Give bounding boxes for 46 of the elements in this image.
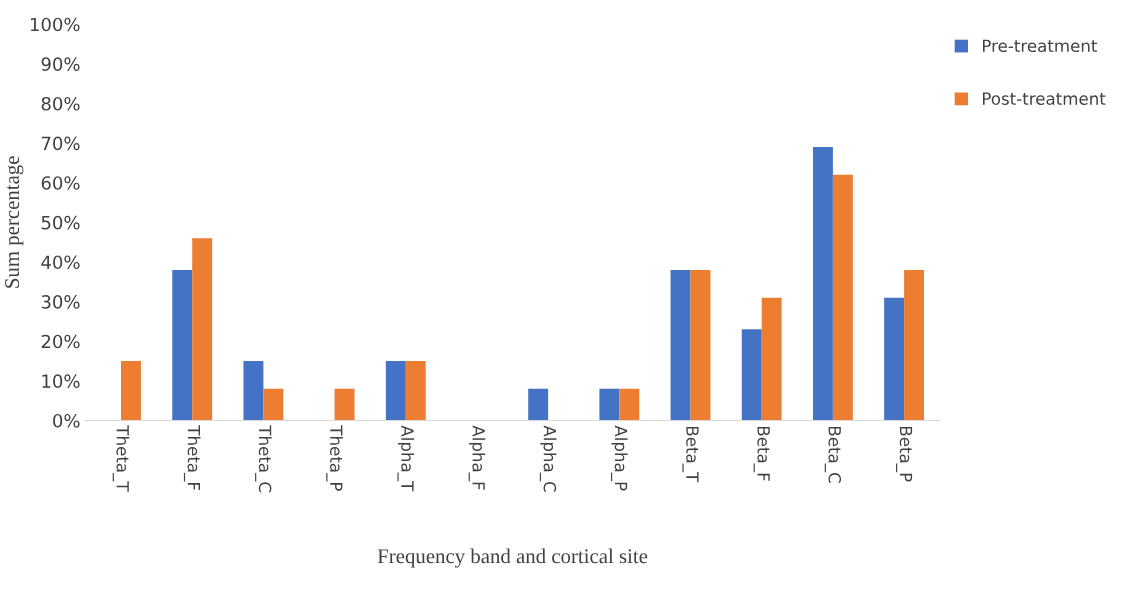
bar: [172, 269, 193, 421]
x-tick-label: Beta_F: [753, 426, 770, 481]
y-tick-label: 30%: [41, 295, 80, 309]
y-tick-label: 20%: [41, 334, 80, 349]
bar: [121, 361, 141, 421]
x-tick-label: Alpha_P: [611, 425, 628, 491]
bar: [904, 269, 925, 421]
y-tick-label: 60%: [41, 176, 80, 190]
x-tick-label: Theta_F: [183, 425, 201, 491]
bar: [832, 174, 853, 421]
bar: [243, 361, 264, 421]
bar: [192, 238, 213, 421]
bar: [812, 147, 833, 421]
x-tick-label: Theta_T: [112, 425, 130, 492]
bar: [334, 388, 355, 421]
x-tick-label: Beta_C: [824, 426, 842, 483]
y-tick-label: 80%: [41, 96, 80, 111]
bar: [741, 329, 762, 421]
x-tick-label: Theta_P: [326, 425, 343, 491]
bar: [670, 269, 691, 421]
bar: [619, 388, 640, 421]
bar: [528, 388, 549, 421]
bar: [690, 269, 711, 421]
y-tick-label: 100%: [30, 17, 80, 32]
bar: [884, 297, 905, 421]
x-tick-label: Beta_T: [682, 426, 699, 483]
x-tick-label: Alpha_T: [397, 425, 415, 492]
y-tick-label: 90%: [41, 57, 80, 71]
legend-label: Post-treatment: [982, 92, 1106, 105]
bar: [761, 297, 782, 421]
y-tick-label: 0%: [53, 413, 80, 428]
y-tick-label: 40%: [41, 255, 80, 270]
y-tick-label: 70%: [41, 136, 80, 151]
y-tick-label: 50%: [41, 215, 80, 230]
bar: [263, 388, 284, 421]
legend-label: Pre-treatment: [982, 39, 1098, 53]
bar: [385, 361, 406, 421]
x-tick-label: Theta_C: [255, 425, 272, 493]
y-axis-title: Sum percentage: [5, 156, 24, 288]
bar: [599, 388, 620, 421]
y-tick-label: 10%: [42, 374, 80, 388]
x-tick-label: Alpha_F: [468, 425, 486, 490]
bar: [405, 361, 426, 421]
x-axis-title: Frequency band and cortical site: [377, 548, 648, 568]
x-tick-label: Alpha_C: [539, 425, 557, 492]
x-tick-label: Beta_P: [896, 426, 913, 482]
